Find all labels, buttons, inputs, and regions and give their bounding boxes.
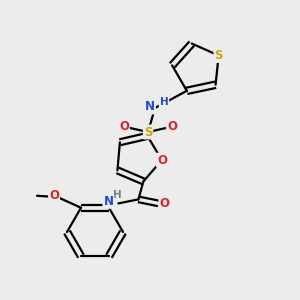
Text: H: H [160, 97, 168, 107]
Text: N: N [103, 195, 113, 208]
Text: N: N [145, 100, 155, 113]
Text: O: O [49, 189, 59, 202]
Text: H: H [113, 190, 122, 200]
Text: O: O [167, 121, 177, 134]
Text: O: O [157, 154, 167, 166]
Text: O: O [159, 197, 170, 210]
Text: S: S [214, 49, 223, 62]
Text: S: S [144, 125, 152, 139]
Text: O: O [119, 121, 129, 134]
